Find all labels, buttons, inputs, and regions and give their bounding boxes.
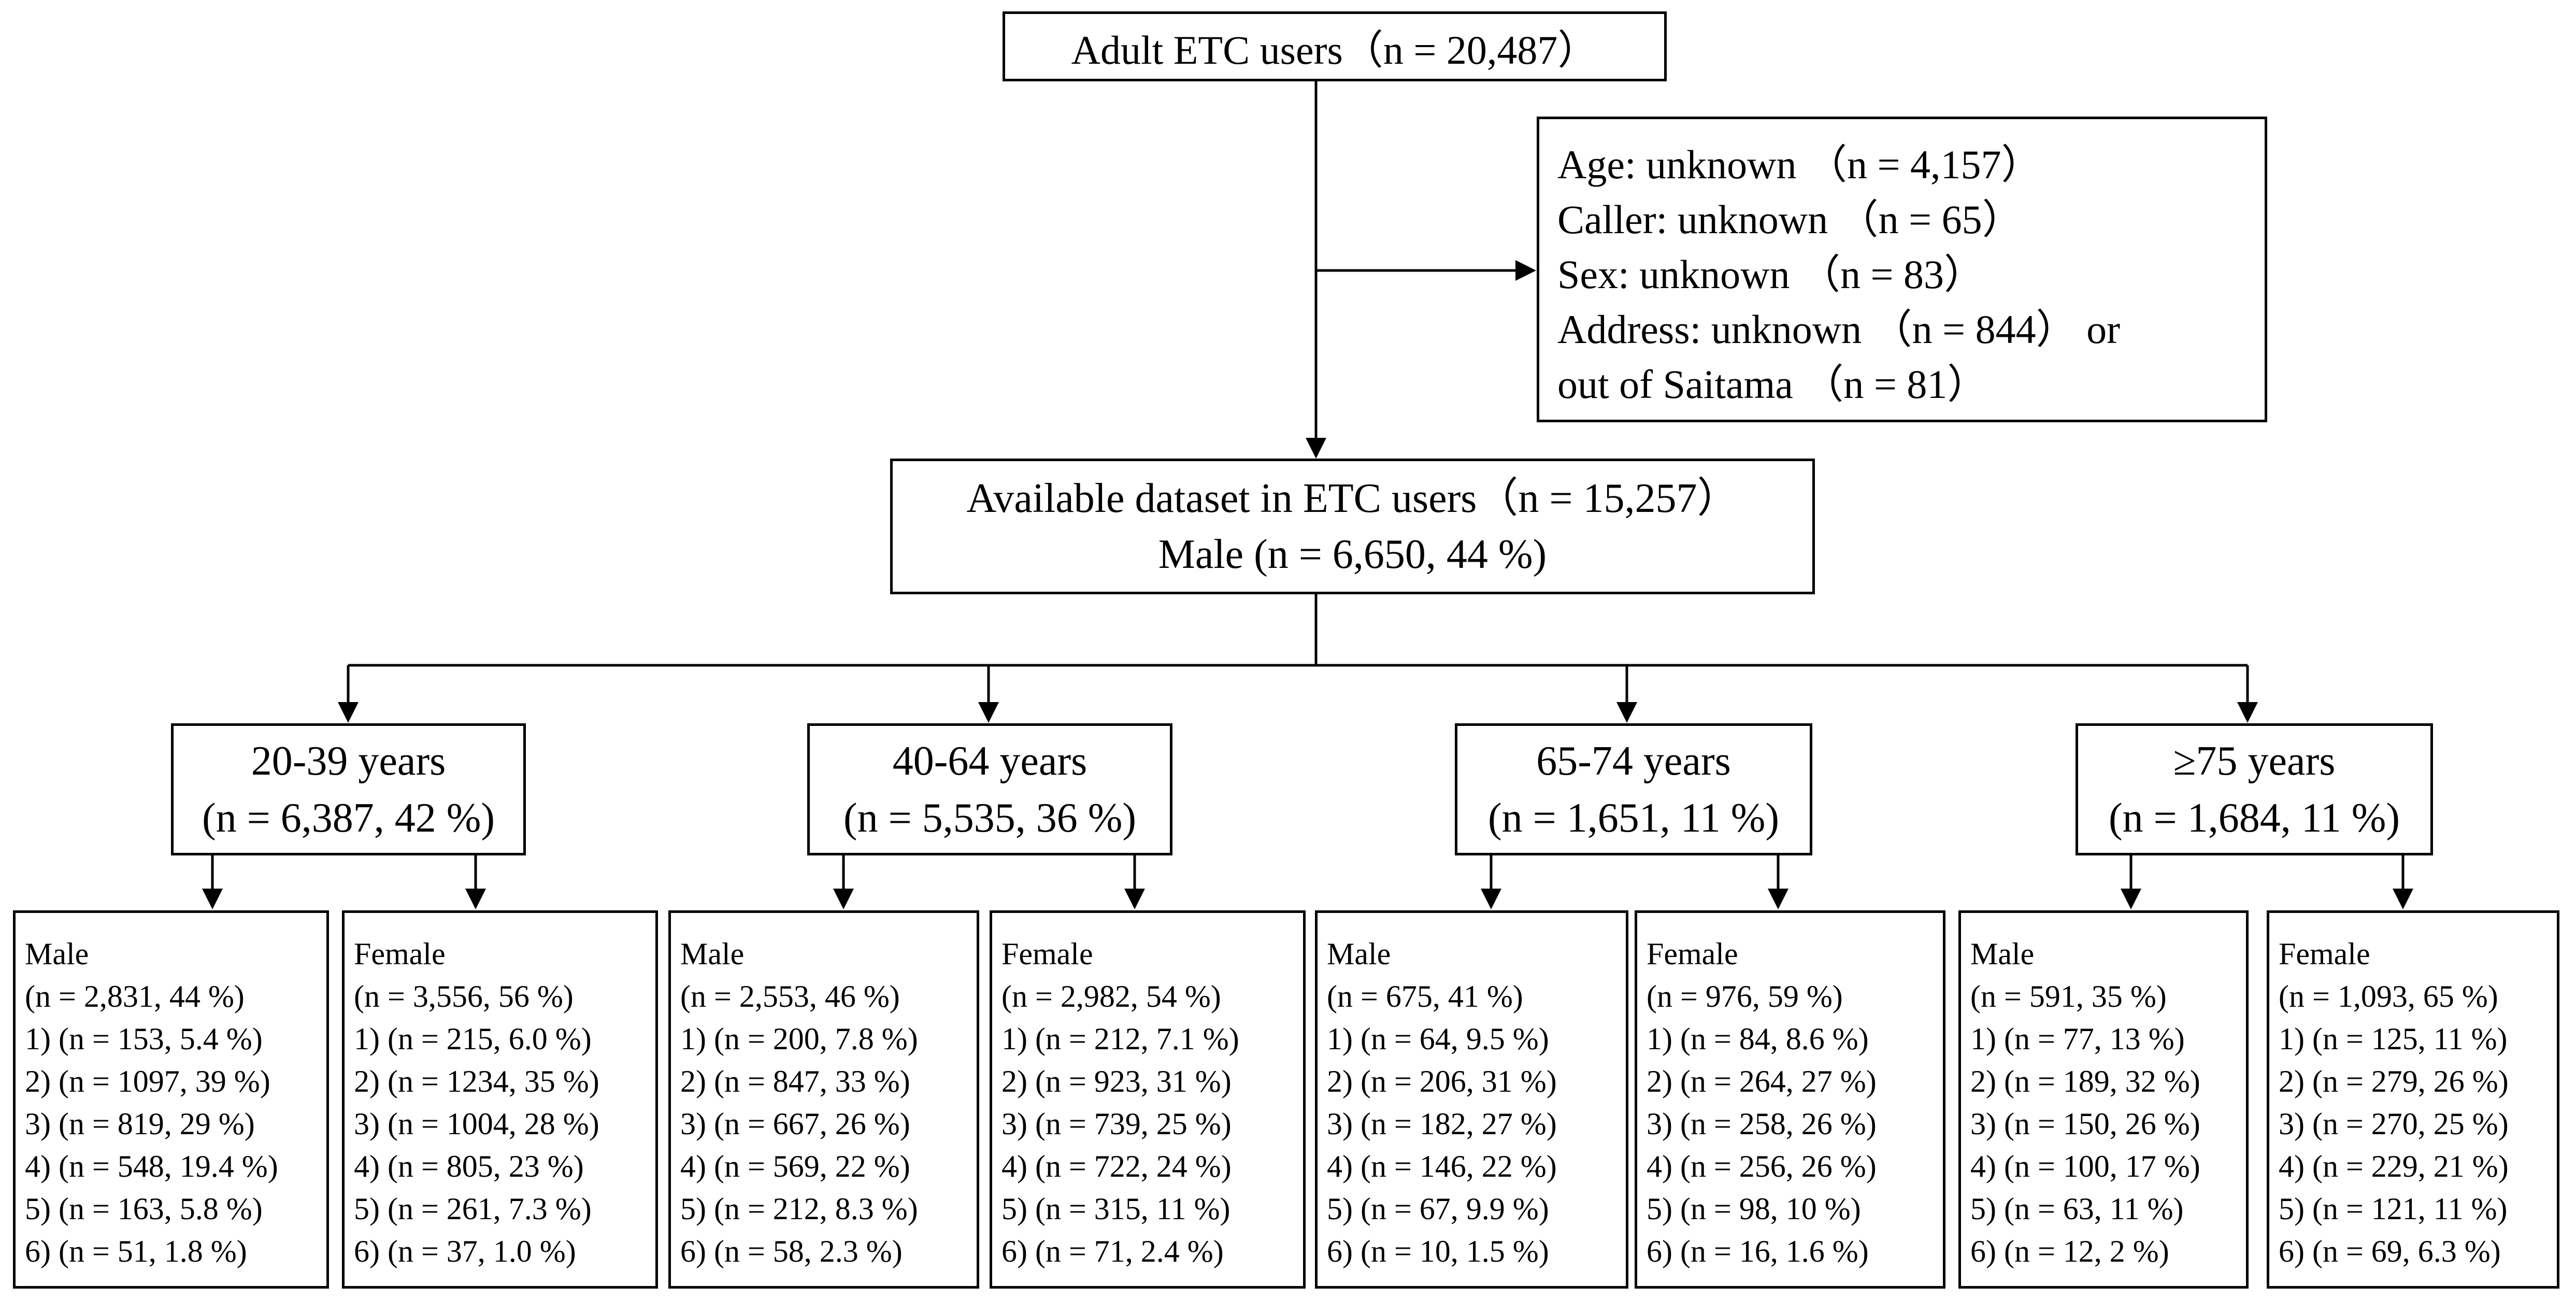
- exclusion-address: Address: unknown （n = 844） or: [1557, 307, 2121, 352]
- category-item: 5) (n = 261, 7.3 %): [354, 1192, 592, 1226]
- category-item: 1) (n = 212, 7.1 %): [1001, 1022, 1239, 1056]
- sex-label: Female: [2279, 937, 2370, 971]
- category-item: 5) (n = 121, 11 %): [2279, 1192, 2508, 1226]
- sex-count: (n = 2,553, 46 %): [680, 979, 900, 1013]
- sex-count: (n = 2,831, 44 %): [25, 979, 245, 1013]
- category-item: 5) (n = 67, 9.9 %): [1327, 1192, 1549, 1226]
- category-item: 6) (n = 71, 2.4 %): [1001, 1234, 1224, 1268]
- category-item: 2) (n = 1097, 39 %): [25, 1064, 270, 1098]
- category-item: 2) (n = 847, 33 %): [680, 1064, 910, 1098]
- sex-count: (n = 1,093, 65 %): [2279, 979, 2498, 1013]
- available-dataset-box: Available dataset in ETC users（n = 15,25…: [890, 459, 1815, 594]
- category-item: 6) (n = 10, 1.5 %): [1327, 1234, 1549, 1268]
- female-box-20-39: Female (n = 3,556, 56 %) 1) (n = 215, 6.…: [342, 910, 658, 1289]
- category-item: 5) (n = 315, 11 %): [1001, 1192, 1230, 1226]
- category-item: 6) (n = 69, 6.3 %): [2279, 1234, 2501, 1268]
- male-box-20-39: Male (n = 2,831, 44 %) 1) (n = 153, 5.4 …: [13, 910, 329, 1289]
- category-item: 1) (n = 84, 8.6 %): [1647, 1022, 1869, 1056]
- sex-label: Male: [1327, 937, 1391, 971]
- age-group-title: 65-74 years: [1536, 738, 1731, 784]
- age-group-title: 40-64 years: [892, 738, 1087, 784]
- age-group-box-75-plus: ≥75 years (n = 1,684, 11 %): [2076, 723, 2433, 855]
- category-item: 3) (n = 667, 26 %): [680, 1107, 910, 1141]
- category-item: 5) (n = 163, 5.8 %): [25, 1192, 263, 1226]
- age-group-count: (n = 1,651, 11 %): [1487, 795, 1780, 841]
- category-item: 4) (n = 569, 22 %): [680, 1149, 910, 1183]
- sex-label: Female: [354, 937, 446, 971]
- sex-count: (n = 2,982, 54 %): [1001, 979, 1221, 1013]
- category-item: 1) (n = 153, 5.4 %): [25, 1022, 263, 1056]
- dataset-male: Male (n = 6,650, 44 %): [1158, 532, 1547, 577]
- category-item: 5) (n = 63, 11 %): [1970, 1192, 2184, 1226]
- category-item: 1) (n = 125, 11 %): [2279, 1022, 2508, 1056]
- category-item: 1) (n = 77, 13 %): [1970, 1022, 2185, 1056]
- exclusion-box: Age: unknown （n = 4,157） Caller: unknown…: [1537, 117, 2267, 422]
- sex-label: Male: [1970, 937, 2035, 971]
- age-group-title: ≥75 years: [2173, 738, 2336, 784]
- sex-label: Male: [680, 937, 745, 971]
- category-item: 3) (n = 182, 27 %): [1327, 1107, 1557, 1141]
- age-group-count: (n = 5,535, 36 %): [843, 795, 1137, 841]
- category-item: 4) (n = 256, 26 %): [1647, 1149, 1877, 1183]
- male-box-40-64: Male (n = 2,553, 46 %) 1) (n = 200, 7.8 …: [668, 910, 979, 1289]
- category-item: 1) (n = 215, 6.0 %): [354, 1022, 592, 1056]
- exclusion-sex: Sex: unknown （n = 83）: [1557, 252, 1984, 297]
- adult-etc-users-box: Adult ETC users（n = 20,487）: [1003, 11, 1667, 81]
- category-item: 4) (n = 805, 23 %): [354, 1149, 584, 1183]
- sex-count: (n = 675, 41 %): [1327, 979, 1523, 1013]
- category-item: 4) (n = 229, 21 %): [2279, 1149, 2509, 1183]
- sex-count: (n = 3,556, 56 %): [354, 979, 574, 1013]
- exclusion-outside-saitama: out of Saitama （n = 81）: [1557, 362, 1988, 407]
- exclusion-caller: Caller: unknown （n = 65）: [1557, 197, 2023, 242]
- category-item: 3) (n = 1004, 28 %): [354, 1107, 599, 1141]
- female-box-65-74: Female (n = 976, 59 %) 1) (n = 84, 8.6 %…: [1635, 910, 1945, 1289]
- category-item: 4) (n = 100, 17 %): [1970, 1149, 2200, 1183]
- sex-label: Male: [25, 937, 89, 971]
- age-group-count: (n = 6,387, 42 %): [202, 795, 495, 841]
- female-box-75-plus: Female (n = 1,093, 65 %) 1) (n = 125, 11…: [2267, 910, 2559, 1289]
- category-item: 6) (n = 37, 1.0 %): [354, 1234, 576, 1268]
- male-box-75-plus: Male (n = 591, 35 %) 1) (n = 77, 13 %) 2…: [1958, 910, 2249, 1289]
- female-box-40-64: Female (n = 2,982, 54 %) 1) (n = 212, 7.…: [990, 910, 1306, 1289]
- sex-count: (n = 976, 59 %): [1647, 979, 1843, 1013]
- category-item: 2) (n = 189, 32 %): [1970, 1064, 2200, 1098]
- category-item: 3) (n = 270, 25 %): [2279, 1107, 2509, 1141]
- category-item: 2) (n = 264, 27 %): [1647, 1064, 1877, 1098]
- category-item: 6) (n = 51, 1.8 %): [25, 1234, 247, 1268]
- age-group-box-65-74: 65-74 years (n = 1,651, 11 %): [1455, 723, 1812, 855]
- category-item: 6) (n = 58, 2.3 %): [680, 1234, 903, 1268]
- category-item: 5) (n = 212, 8.3 %): [680, 1192, 918, 1226]
- sex-label: Female: [1647, 937, 1738, 971]
- age-group-box-20-39: 20-39 years (n = 6,387, 42 %): [171, 723, 526, 855]
- category-item: 2) (n = 923, 31 %): [1001, 1064, 1232, 1098]
- age-group-title: 20-39 years: [251, 738, 446, 784]
- category-item: 3) (n = 150, 26 %): [1970, 1107, 2200, 1141]
- category-item: 3) (n = 258, 26 %): [1647, 1107, 1877, 1141]
- category-item: 2) (n = 206, 31 %): [1327, 1064, 1557, 1098]
- category-item: 4) (n = 146, 22 %): [1327, 1149, 1557, 1183]
- sex-label: Female: [1001, 937, 1093, 971]
- category-item: 2) (n = 279, 26 %): [2279, 1064, 2509, 1098]
- category-item: 6) (n = 16, 1.6 %): [1647, 1234, 1869, 1268]
- category-item: 3) (n = 819, 29 %): [25, 1107, 255, 1141]
- category-item: 4) (n = 548, 19.4 %): [25, 1149, 278, 1183]
- dataset-total: Available dataset in ETC users（n = 15,25…: [966, 476, 1739, 521]
- exclusion-age: Age: unknown （n = 4,157）: [1557, 142, 2042, 187]
- category-item: 1) (n = 64, 9.5 %): [1327, 1022, 1549, 1056]
- male-box-65-74: Male (n = 675, 41 %) 1) (n = 64, 9.5 %) …: [1315, 910, 1628, 1289]
- category-item: 6) (n = 12, 2 %): [1970, 1234, 2169, 1268]
- category-item: 4) (n = 722, 24 %): [1001, 1149, 1232, 1183]
- age-group-count: (n = 1,684, 11 %): [2108, 795, 2400, 841]
- sex-count: (n = 591, 35 %): [1970, 979, 2167, 1013]
- category-item: 3) (n = 739, 25 %): [1001, 1107, 1232, 1141]
- category-item: 1) (n = 200, 7.8 %): [680, 1022, 918, 1056]
- category-item: 2) (n = 1234, 35 %): [354, 1064, 599, 1098]
- category-item: 5) (n = 98, 10 %): [1647, 1192, 1861, 1226]
- adult-etc-users-label: Adult ETC users（n = 20,487）: [1071, 27, 1598, 73]
- age-group-box-40-64: 40-64 years (n = 5,535, 36 %): [807, 723, 1172, 855]
